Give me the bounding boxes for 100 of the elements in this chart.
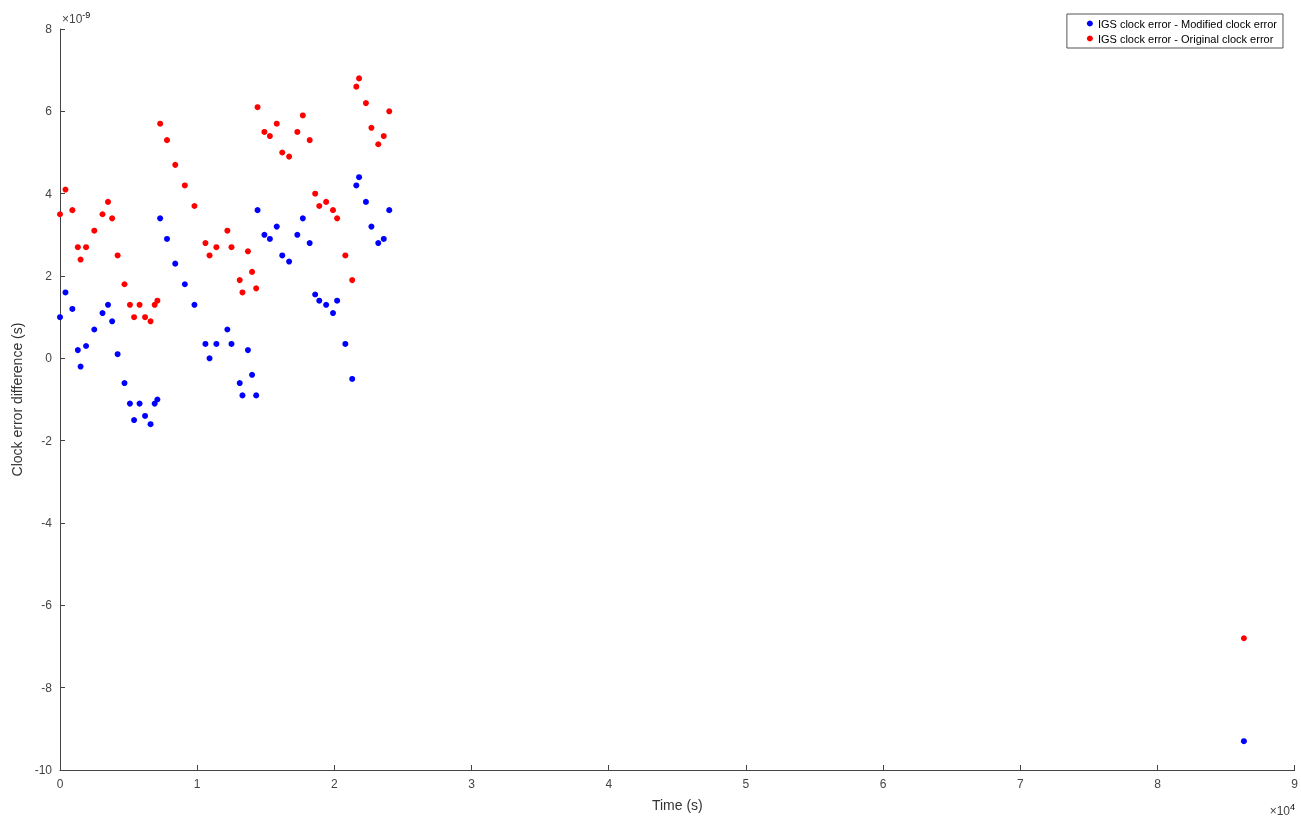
point (131, 314, 138, 321)
point (380, 235, 387, 242)
point (114, 351, 121, 358)
point (109, 318, 116, 325)
point (154, 297, 161, 304)
point (273, 120, 280, 127)
point (142, 412, 149, 419)
x-tick-label: 4 (605, 777, 613, 791)
point (77, 256, 84, 263)
point (244, 248, 251, 255)
point (239, 392, 246, 399)
y-tick-label: -10 (34, 763, 53, 777)
point (353, 182, 360, 189)
point (99, 310, 106, 317)
point (349, 277, 356, 284)
point (342, 252, 349, 259)
point (362, 198, 369, 205)
point (109, 215, 116, 222)
point (69, 207, 76, 214)
point (181, 182, 188, 189)
point (121, 281, 128, 288)
point (299, 215, 306, 222)
point (306, 137, 313, 144)
point (114, 252, 121, 259)
point (228, 340, 235, 347)
legend-label: IGS clock error - Modified clock error (1097, 17, 1278, 30)
point (172, 161, 179, 168)
point (202, 340, 209, 347)
point (342, 340, 349, 347)
point (253, 285, 260, 292)
point (254, 104, 261, 111)
x-axis-title: Time (s) (651, 797, 703, 813)
y-tick-label: 4 (45, 186, 53, 201)
y-axis-title: Clock error difference (s) (8, 322, 25, 477)
point (62, 186, 69, 193)
point (244, 347, 251, 354)
point (356, 75, 363, 82)
point (356, 174, 363, 181)
y-tick-label: -8 (41, 680, 53, 695)
point (69, 305, 76, 312)
x-tick-label: 2 (331, 777, 339, 791)
point (266, 133, 273, 140)
point (172, 260, 179, 267)
point (224, 227, 231, 234)
point (236, 380, 243, 387)
point (279, 149, 286, 156)
y-tick-label: -4 (41, 516, 53, 530)
point (312, 190, 319, 197)
point (91, 227, 98, 234)
point (368, 223, 375, 230)
x-tick-label: 1 (193, 777, 201, 791)
x-tick-label: 5 (742, 777, 750, 791)
point (253, 392, 260, 399)
point (1240, 738, 1247, 745)
point (261, 128, 268, 135)
point (126, 400, 133, 407)
point (105, 301, 112, 308)
point (330, 207, 336, 214)
point (202, 240, 209, 247)
x-tick-label: 0 (56, 777, 64, 791)
point (147, 318, 154, 325)
point (294, 128, 301, 135)
point (126, 301, 133, 308)
point (386, 207, 393, 214)
y-tick-label: -6 (41, 598, 53, 613)
point (99, 211, 106, 218)
point (353, 83, 360, 90)
point (157, 120, 164, 127)
point (191, 203, 198, 210)
point (316, 203, 323, 210)
point (191, 301, 198, 308)
y-tick-label: -2 (41, 433, 53, 448)
point (136, 301, 143, 308)
x-tick-label: 7 (1016, 777, 1024, 791)
point (77, 363, 84, 370)
point (362, 100, 369, 107)
point (83, 244, 90, 251)
point (121, 380, 128, 387)
point (273, 223, 280, 230)
x-tick-label: 8 (1154, 777, 1162, 791)
point (306, 240, 313, 247)
point (249, 371, 256, 378)
point (312, 291, 319, 298)
point (228, 244, 235, 251)
point (299, 112, 306, 119)
point (330, 310, 336, 317)
point (1240, 635, 1247, 642)
point (147, 421, 154, 428)
point (368, 124, 375, 131)
point (164, 137, 170, 144)
point (334, 297, 341, 304)
point (375, 141, 382, 148)
point (261, 231, 268, 238)
point (142, 314, 149, 321)
point (154, 396, 161, 403)
legend-label: IGS clock error - Original clock error (1097, 32, 1274, 45)
point (213, 340, 220, 347)
point (57, 314, 63, 321)
point (323, 301, 330, 308)
point (164, 235, 170, 242)
